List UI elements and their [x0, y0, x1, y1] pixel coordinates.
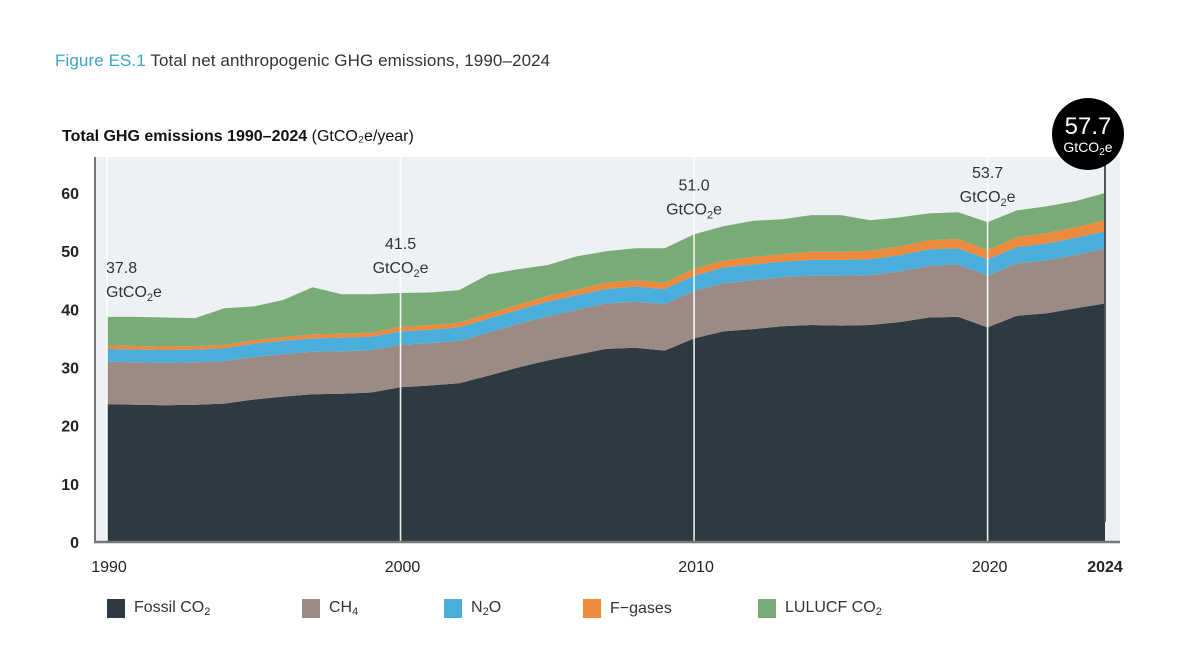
figure-number: Figure ES.1 [55, 51, 146, 70]
y-tick-label: 0 [70, 535, 79, 552]
area-n2o [107, 231, 1105, 363]
legend-swatch [107, 599, 125, 618]
legend-item: LULUCF CO2 [758, 599, 958, 618]
annotation-value: 41.5 [385, 236, 416, 253]
annotation-unit: GtCO2e [960, 189, 1016, 209]
legend-label: N2O [471, 599, 502, 618]
legend-swatch [302, 599, 320, 618]
annotation-value: 37.8 [106, 260, 137, 277]
x-tick-label: 2010 [678, 559, 714, 576]
legend-item: F−gases [583, 599, 758, 618]
highlight-badge [1052, 98, 1124, 170]
annotation-unit: GtCO2e [373, 260, 429, 280]
legend-label: LULUCF CO2 [785, 599, 882, 618]
chart-title: Total GHG emissions 1990–2024 (GtCO₂e/ye… [62, 128, 414, 146]
y-tick-label: 30 [61, 361, 79, 378]
x-tick-label: 2000 [385, 559, 421, 576]
y-tick-label: 50 [61, 244, 79, 261]
legend-label: Fossil CO2 [134, 599, 211, 618]
area-fossil-co2 [107, 303, 1105, 542]
chart-legend: Fossil CO2 CH4 N2O F−gases LULUCF CO2 [107, 599, 958, 618]
legend-label: CH4 [329, 599, 359, 618]
y-tick-label: 20 [61, 419, 79, 436]
legend-item: CH4 [302, 599, 444, 618]
x-tick-label: 1990 [91, 559, 127, 576]
annotation-value: 51.0 [678, 177, 709, 194]
legend-label: F−gases [610, 599, 672, 617]
chart-unit-label: (GtCO₂e/year) [311, 128, 414, 145]
legend-item: Fossil CO2 [107, 599, 302, 618]
annotation-value: 53.7 [972, 165, 1003, 182]
y-tick-label: 60 [61, 186, 79, 203]
area-ch4 [107, 248, 1105, 406]
legend-swatch [444, 599, 462, 618]
highlight-value: 57.7 [1065, 113, 1112, 140]
legend-swatch [758, 599, 776, 618]
annotation-unit: GtCO2e [106, 284, 162, 304]
figure-caption: Total net anthropogenic GHG emissions, 1… [150, 51, 551, 70]
legend-item: N2O [444, 599, 583, 618]
y-tick-label: 10 [61, 477, 79, 494]
area-f-gases [107, 220, 1105, 351]
x-tick-label: 2020 [972, 559, 1008, 576]
chart-title-main: Total GHG emissions 1990–2024 [62, 128, 308, 145]
annotation-unit: GtCO2e [666, 201, 722, 221]
figure-title: Figure ES.1 Total net anthropogenic GHG … [55, 51, 550, 71]
x-tick-label: 2024 [1087, 559, 1123, 576]
legend-swatch [583, 599, 601, 618]
y-tick-label: 40 [61, 302, 79, 319]
highlight-unit: GtCO2e [1063, 139, 1112, 158]
area-lulucf-co2 [107, 193, 1105, 347]
